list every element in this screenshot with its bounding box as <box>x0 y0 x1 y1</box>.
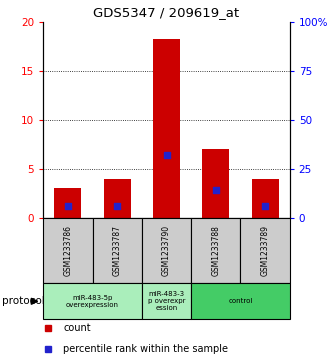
Bar <box>191 283 290 319</box>
Bar <box>202 149 229 218</box>
Text: control: control <box>228 298 253 304</box>
Bar <box>142 283 191 319</box>
Text: miR-483-3
p overexpr
ession: miR-483-3 p overexpr ession <box>148 291 185 311</box>
Point <box>65 203 71 209</box>
Bar <box>240 218 290 283</box>
Text: protocol: protocol <box>2 296 44 306</box>
Bar <box>93 218 142 283</box>
Bar <box>43 218 93 283</box>
Text: GSM1233789: GSM1233789 <box>260 225 270 276</box>
Bar <box>43 283 142 319</box>
Point <box>213 187 218 193</box>
Text: miR-483-5p
overexpression: miR-483-5p overexpression <box>66 295 119 308</box>
Point <box>262 203 268 209</box>
Bar <box>153 40 180 218</box>
Bar <box>54 188 82 218</box>
Text: GSM1233788: GSM1233788 <box>211 225 220 276</box>
Bar <box>142 218 191 283</box>
Title: GDS5347 / 209619_at: GDS5347 / 209619_at <box>94 6 239 19</box>
Text: count: count <box>63 323 91 333</box>
Bar <box>191 218 240 283</box>
Bar <box>104 179 131 218</box>
Text: GSM1233790: GSM1233790 <box>162 225 171 276</box>
Point <box>164 152 169 158</box>
Text: GSM1233786: GSM1233786 <box>63 225 73 276</box>
Text: GSM1233787: GSM1233787 <box>113 225 122 276</box>
Bar <box>251 179 279 218</box>
Text: percentile rank within the sample: percentile rank within the sample <box>63 344 228 354</box>
Point <box>115 203 120 209</box>
